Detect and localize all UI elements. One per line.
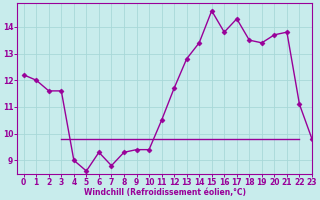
X-axis label: Windchill (Refroidissement éolien,°C): Windchill (Refroidissement éolien,°C): [84, 188, 246, 197]
